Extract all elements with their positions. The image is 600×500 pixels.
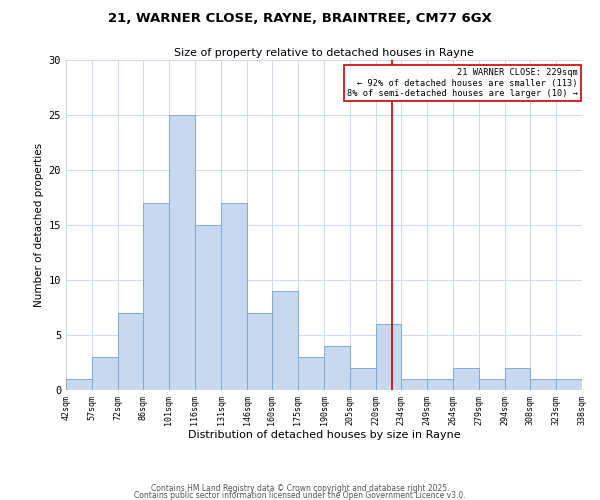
Bar <box>530 379 556 390</box>
Bar <box>272 291 298 390</box>
Bar <box>118 313 143 390</box>
Bar <box>401 379 427 390</box>
Bar <box>556 379 582 390</box>
Bar <box>92 357 118 390</box>
Bar <box>376 324 401 390</box>
X-axis label: Distribution of detached houses by size in Rayne: Distribution of detached houses by size … <box>188 430 460 440</box>
Bar <box>324 346 350 390</box>
Text: Contains public sector information licensed under the Open Government Licence v3: Contains public sector information licen… <box>134 491 466 500</box>
Bar <box>169 115 195 390</box>
Bar <box>143 203 169 390</box>
Bar <box>247 313 272 390</box>
Bar <box>66 379 92 390</box>
Bar <box>221 203 247 390</box>
Text: 21, WARNER CLOSE, RAYNE, BRAINTREE, CM77 6GX: 21, WARNER CLOSE, RAYNE, BRAINTREE, CM77… <box>108 12 492 26</box>
Bar <box>427 379 453 390</box>
Bar <box>453 368 479 390</box>
Bar <box>195 225 221 390</box>
Bar <box>505 368 530 390</box>
Bar <box>350 368 376 390</box>
Title: Size of property relative to detached houses in Rayne: Size of property relative to detached ho… <box>174 48 474 58</box>
Text: 21 WARNER CLOSE: 229sqm
← 92% of detached houses are smaller (113)
8% of semi-de: 21 WARNER CLOSE: 229sqm ← 92% of detache… <box>347 68 578 98</box>
Bar <box>298 357 324 390</box>
Bar <box>479 379 505 390</box>
Text: Contains HM Land Registry data © Crown copyright and database right 2025.: Contains HM Land Registry data © Crown c… <box>151 484 449 493</box>
Y-axis label: Number of detached properties: Number of detached properties <box>34 143 44 307</box>
